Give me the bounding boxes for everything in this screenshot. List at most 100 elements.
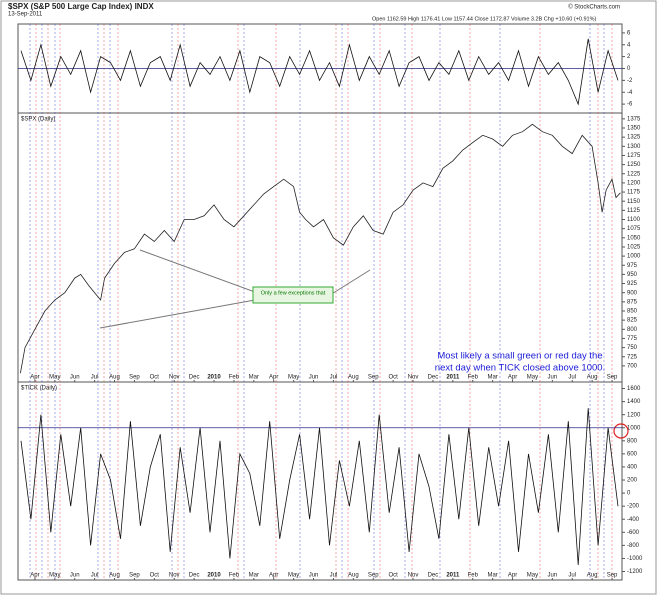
x-tick-label: May xyxy=(288,375,299,381)
x-tick-label: Jun xyxy=(309,375,319,381)
x-tick-label: Nov xyxy=(408,573,419,579)
y-tick-label: 1100 xyxy=(627,217,641,223)
x-tick-label: Mar xyxy=(487,375,497,381)
y-tick-label: 1250 xyxy=(627,162,641,168)
y-tick-label: 1000 xyxy=(627,425,641,431)
x-tick-label: Jun xyxy=(70,375,80,381)
x-tick-label: Aug xyxy=(109,573,120,579)
y-tick-label: -1200 xyxy=(627,569,643,575)
x-tick-label: Mar xyxy=(249,573,259,579)
x-tick-label: Jul xyxy=(91,573,99,579)
y-tick-label: -400 xyxy=(627,517,640,523)
y-tick-label: -200 xyxy=(627,504,640,510)
highlight-circle xyxy=(613,423,629,439)
header-quote: Open 1162.59 High 1176.41 Low 1157.44 Cl… xyxy=(372,16,597,22)
y-tick-label: 400 xyxy=(627,465,638,471)
y-tick-label: 1175 xyxy=(627,190,641,196)
arrow xyxy=(99,299,256,329)
x-tick-label: Jul xyxy=(568,375,576,381)
x-tick-label: Feb xyxy=(229,375,240,381)
x-tick-label: Aug xyxy=(109,375,120,381)
y-tick-label: 975 xyxy=(627,263,638,269)
x-tick-label: Jun xyxy=(309,573,319,579)
y-tick-label: 700 xyxy=(627,363,638,369)
signal-lines xyxy=(29,24,613,580)
x-tick-label: 2011 xyxy=(446,375,460,381)
y-tick-label: 925 xyxy=(627,281,638,287)
x-tick-label: May xyxy=(288,573,299,579)
x-tick-label: Jul xyxy=(568,573,576,579)
y-tick-label: 800 xyxy=(627,327,638,333)
x-tick-label: Jul xyxy=(330,375,338,381)
y-tick-label: 1125 xyxy=(627,208,641,214)
panel-label: $SPX (Daily) xyxy=(21,117,55,123)
y-tick-label: 1225 xyxy=(627,171,641,177)
x-tick-label: Dec xyxy=(189,573,200,579)
header-title: $SPX (S&P 500 Large Cap Index) INDX xyxy=(8,2,154,11)
x-tick-label: 2011 xyxy=(446,573,460,579)
note-box xyxy=(252,286,334,304)
x-tick-label: Apr xyxy=(508,375,517,381)
x-tick-label: Jun xyxy=(548,573,558,579)
x-tick-label: 2010 xyxy=(207,573,221,579)
x-tick-label: Oct xyxy=(388,375,398,381)
data-line xyxy=(20,408,619,566)
y-tick-label: 1000 xyxy=(627,254,641,260)
x-tick-label: Dec xyxy=(428,375,439,381)
y-tick-label: -800 xyxy=(627,543,640,549)
y-tick-label: 950 xyxy=(627,272,638,278)
y-tick-label: 825 xyxy=(627,318,638,324)
y-tick-label: -2 xyxy=(627,78,633,84)
x-tick-label: 2010 xyxy=(207,375,221,381)
y-tick-label: 1200 xyxy=(627,180,641,186)
y-tick-label: 875 xyxy=(627,299,638,305)
source: © StockCharts.com xyxy=(568,4,620,11)
x-tick-label: May xyxy=(527,573,538,579)
y-tick-label: 1025 xyxy=(627,245,641,251)
x-tick-label: Feb xyxy=(229,573,240,579)
x-tick-label: Sep xyxy=(129,375,140,381)
data-line xyxy=(20,123,621,374)
y-tick-label: 1600 xyxy=(627,386,641,392)
x-tick-label: Apr xyxy=(269,375,278,381)
x-tick-label: May xyxy=(527,375,538,381)
arrow xyxy=(329,269,371,296)
x-tick-label: May xyxy=(49,573,60,579)
x-tick-label: Sep xyxy=(129,573,140,579)
y-tick-label: 850 xyxy=(627,309,638,315)
x-tick-label: Aug xyxy=(587,375,598,381)
x-tick-label: Oct xyxy=(388,573,398,579)
x-tick-label: Nov xyxy=(169,375,180,381)
note: Only a few exceptions that xyxy=(261,290,326,296)
y-tick-label: 2 xyxy=(627,54,631,60)
y-tick-label: 1350 xyxy=(627,126,641,132)
y-tick-label: -1000 xyxy=(627,556,643,562)
y-tick-label: 1050 xyxy=(627,235,641,241)
y-tick-label: 750 xyxy=(627,345,638,351)
x-tick-label: Nov xyxy=(408,375,419,381)
x-tick-label: Jun xyxy=(548,375,558,381)
x-tick-label: Jun xyxy=(70,573,80,579)
x-tick-label: Apr xyxy=(30,375,39,381)
header-date: 13-Sep-2011 xyxy=(8,12,43,18)
x-tick-label: Feb xyxy=(468,375,479,381)
x-tick-label: Sep xyxy=(607,375,618,381)
y-tick-label: 4 xyxy=(627,42,631,48)
x-tick-label: Aug xyxy=(348,375,359,381)
x-tick-label: Jul xyxy=(330,573,338,579)
panel-frame xyxy=(17,381,623,581)
y-tick-label: 0 xyxy=(627,66,631,72)
x-tick-label: Aug xyxy=(348,573,359,579)
x-tick-label: Feb xyxy=(468,573,479,579)
x-tick-label: Dec xyxy=(189,375,200,381)
y-tick-label: 1400 xyxy=(627,399,641,405)
y-tick-label: 6 xyxy=(627,30,631,36)
annotation: Most likely a small green or red day the xyxy=(437,351,602,362)
x-tick-label: Sep xyxy=(368,375,379,381)
y-tick-label: 1200 xyxy=(627,412,641,418)
arrow xyxy=(139,249,256,293)
x-tick-label: May xyxy=(49,375,60,381)
y-tick-label: 900 xyxy=(627,290,638,296)
x-tick-label: Apr xyxy=(508,573,517,579)
